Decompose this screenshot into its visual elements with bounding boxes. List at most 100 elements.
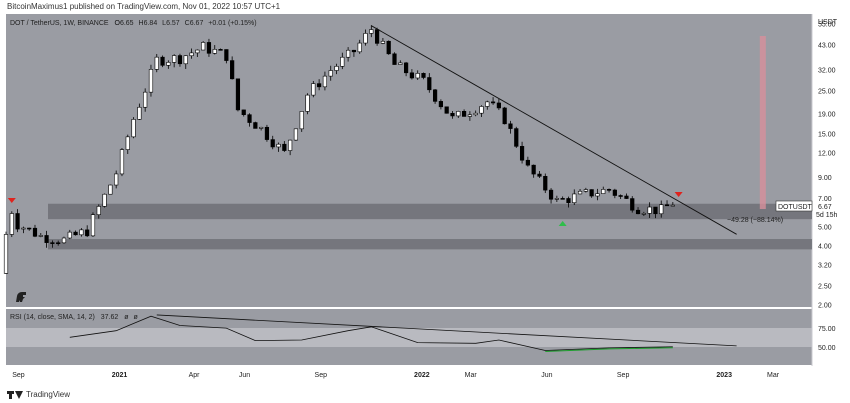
price-tick: 12.00	[818, 151, 836, 158]
pink-projection-bar	[759, 36, 766, 210]
candle-body	[583, 189, 588, 192]
price-unit: USDT	[818, 19, 838, 26]
candle-body	[392, 53, 397, 65]
publisher-line: BitcoinMaximus1 published on TradingView…	[7, 2, 281, 11]
candle-body	[519, 146, 525, 161]
candle-body	[537, 173, 542, 177]
candle-body	[572, 193, 577, 203]
candle-body	[108, 184, 113, 195]
time-label: Apr	[189, 372, 201, 379]
candle-body	[328, 70, 333, 77]
candle-body	[346, 49, 351, 58]
ohlc-h-key: H	[139, 20, 144, 27]
candle-body	[177, 55, 183, 65]
candle-body	[490, 101, 496, 104]
candle-body	[137, 106, 142, 120]
price-trendline	[371, 25, 737, 235]
candle-body	[9, 213, 14, 235]
dino-icon[interactable]	[16, 292, 26, 302]
price-tick: 5.00	[818, 225, 832, 232]
candle-body	[154, 56, 159, 70]
price-tick: 43.00	[818, 42, 836, 49]
candle-body	[224, 49, 229, 61]
candle-body	[618, 195, 623, 197]
candle-body	[131, 119, 136, 138]
last-price-countdown: 5d 15h	[816, 212, 838, 219]
support-zone	[48, 239, 812, 250]
ohlc-h-val: 6.84	[144, 20, 158, 27]
ohlc-c-key: C	[185, 20, 190, 27]
support-zone	[48, 203, 812, 220]
candle-body	[218, 49, 223, 51]
candle-body	[467, 114, 472, 117]
rsi-header: RSI (14, close, SMA, 14, 2) 37.62 ø ø	[10, 314, 138, 321]
candle-body	[15, 213, 20, 230]
price-tick: 55.00	[818, 22, 836, 29]
time-label: Sep	[12, 372, 25, 379]
time-label: Jun	[541, 372, 552, 379]
candle-body	[235, 78, 241, 111]
candle-body	[276, 143, 281, 148]
candle-body	[90, 214, 96, 237]
candle-body	[595, 193, 600, 197]
time-label: Mar	[767, 372, 780, 379]
candle-body	[189, 52, 194, 57]
candle-body	[363, 33, 368, 44]
candle-body	[114, 173, 119, 186]
time-label: Mar	[465, 372, 478, 379]
rsi-tick-50: 50.00	[818, 345, 836, 352]
candle-body	[421, 73, 426, 78]
candle-body	[172, 55, 177, 63]
candle-body	[61, 237, 67, 244]
time-label: Jun	[239, 372, 250, 379]
pink-bar	[759, 36, 766, 210]
markers-group	[7, 192, 683, 226]
ohlc-o-val: 6.65	[120, 20, 134, 27]
candle-body	[456, 111, 461, 117]
candle-body	[102, 193, 107, 207]
rsi-value: 37.62	[101, 314, 119, 321]
candle-body	[386, 40, 391, 55]
price-tick: 9.00	[818, 175, 832, 182]
measure-label: −49.28 (−88.14%)	[727, 217, 783, 224]
candle-body	[282, 143, 287, 151]
rsi-tick-75: 75.00	[818, 326, 836, 333]
candle-body	[241, 109, 246, 115]
candle-body	[351, 49, 357, 53]
candle-body	[183, 55, 188, 65]
candle-body	[380, 40, 386, 44]
candle-body	[206, 42, 212, 54]
candle-body	[479, 106, 484, 114]
candle-body	[288, 139, 293, 151]
time-axis: Sep 2021 Apr Jun Sep 2022 Mar Jun Sep 2023 Mar	[12, 372, 780, 379]
price-ticks: 55.00 43.00 32.00 25.00 19.00 15.00 12.00 9.00 7…	[818, 22, 836, 310]
price-tick: 3.20	[818, 263, 832, 270]
candle-body	[230, 60, 235, 80]
price-tick: 2.00	[818, 302, 832, 309]
price-pane	[6, 14, 812, 307]
candle-body	[3, 234, 9, 274]
candle-body	[415, 73, 420, 79]
red-arrow-marker	[674, 192, 683, 197]
candle-body	[21, 227, 26, 230]
rsi-sma-line	[545, 347, 673, 352]
price-tick: 7.00	[818, 196, 832, 203]
candle-body	[311, 83, 316, 96]
candle-body	[450, 113, 455, 117]
candle-body	[461, 111, 467, 117]
last-price-value: 6.67	[818, 204, 832, 211]
candle-body	[531, 164, 536, 175]
candle-body	[514, 128, 519, 147]
candle-body	[160, 56, 165, 66]
candle-body	[560, 198, 565, 200]
price-tick: 25.00	[818, 88, 836, 95]
rsi-trendline	[156, 314, 737, 347]
price-tick: 15.00	[818, 132, 836, 139]
candle-body	[624, 195, 629, 199]
candle-body	[67, 231, 72, 239]
last-price-symbol: DOTUSDT	[778, 204, 813, 211]
candle-body	[79, 229, 84, 236]
candle-body	[635, 209, 641, 215]
time-label: 2021	[112, 372, 128, 379]
